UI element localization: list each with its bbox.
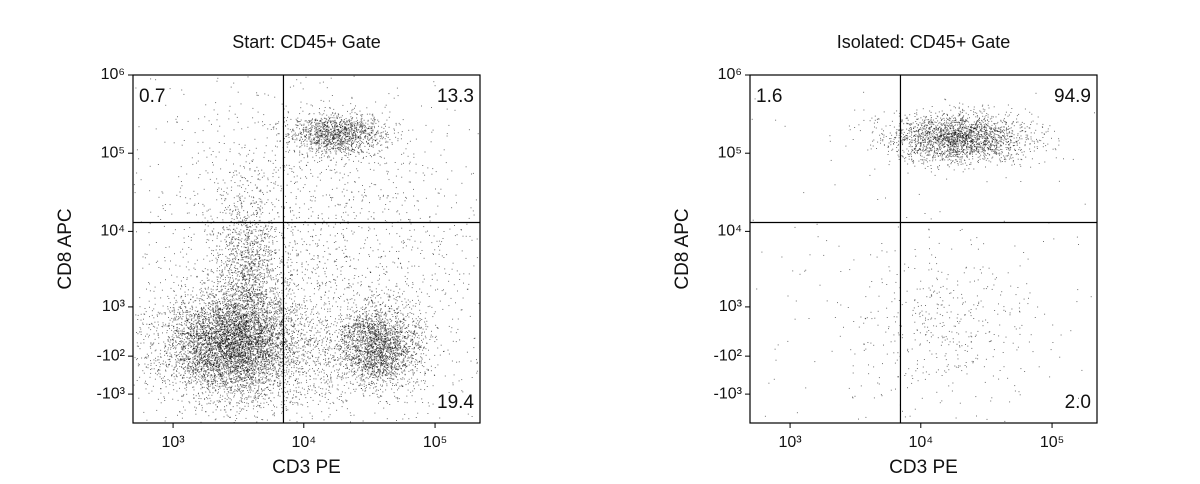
y-tick-label: 10⁴ [100, 223, 125, 240]
y-tick-label: 10³ [102, 298, 126, 315]
x-tick-label: 10⁵ [1040, 434, 1064, 451]
quadrant-value: 0.7 [139, 86, 165, 107]
x-axis-label: CD3 PE [272, 457, 341, 478]
quadrant-value: 13.3 [437, 86, 474, 107]
panel: 10³ 10⁴ 10⁵ -10³ -10² 10³ 10⁴ 10⁵ 10⁶ Start: CD45… [55, 32, 481, 478]
y-tick-label: 10⁵ [101, 144, 125, 161]
event-cloud [751, 91, 1095, 422]
y-tick-label: 10⁶ [718, 66, 742, 83]
chart-title: Isolated: CD45+ Gate [837, 32, 1011, 52]
y-tick-label: 10³ [719, 298, 743, 315]
x-axis-label: CD3 PE [889, 457, 958, 478]
y-tick-label: -10³ [97, 385, 126, 402]
x-tick-label: 10⁴ [908, 434, 933, 451]
y-tick-label: -10³ [714, 385, 743, 402]
x-tick-label: 10⁴ [291, 434, 316, 451]
panel: 10³ 10⁴ 10⁵ -10³ -10² 10³ 10⁴ 10⁵ 10⁶ Isolated: C… [672, 32, 1098, 478]
event-cloud [133, 75, 480, 423]
y-axis-label: CD8 APC [672, 208, 693, 289]
y-tick-label: 10⁶ [101, 66, 125, 83]
y-tick-label: 10⁴ [717, 223, 742, 240]
quadrant-value: 19.4 [437, 392, 474, 413]
y-tick-label: -10² [714, 347, 743, 364]
quadrant-value: 2.0 [1065, 392, 1091, 413]
y-tick-label: -10² [97, 347, 126, 364]
quadrant-value: 1.6 [756, 86, 782, 107]
plot-frame [749, 74, 1098, 424]
chart-title: Start: CD45+ Gate [232, 32, 381, 52]
x-tick-label: 10³ [162, 434, 186, 451]
y-axis-label: CD8 APC [55, 208, 76, 289]
quadrant-value: 94.9 [1054, 86, 1091, 107]
x-tick-label: 10³ [779, 434, 803, 451]
x-tick-label: 10⁵ [423, 434, 447, 451]
y-tick-label: 10⁵ [718, 144, 742, 161]
plot-frame [132, 74, 481, 424]
